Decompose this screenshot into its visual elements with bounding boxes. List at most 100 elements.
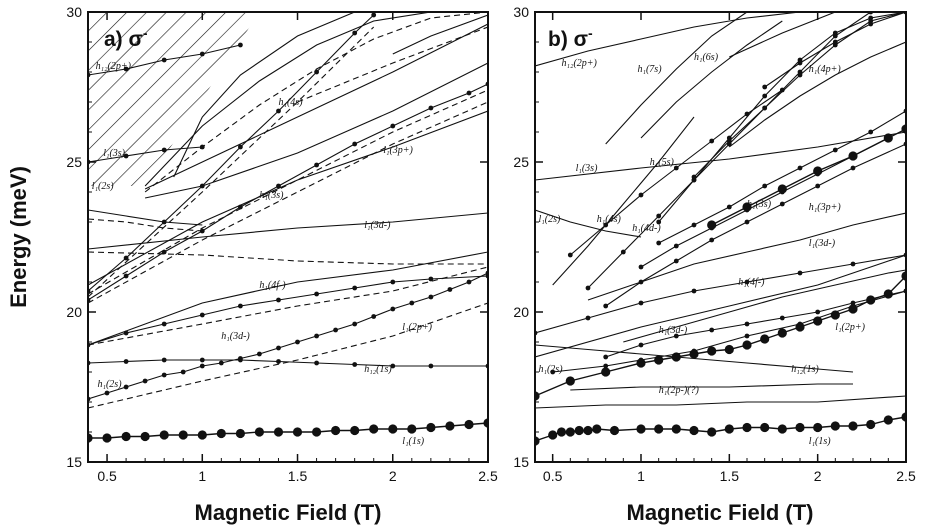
panel-b-series-0-point bbox=[883, 415, 893, 425]
panel-a-hatched-region bbox=[88, 12, 260, 186]
panel-a-series-9-point bbox=[276, 183, 281, 189]
panel-b-series-0-point bbox=[795, 422, 805, 433]
panel-a-series-1-point bbox=[314, 360, 319, 366]
panel-a-series-0-point bbox=[426, 422, 436, 433]
panel-a-series-2-point bbox=[428, 294, 434, 300]
panel-b-series-11-line bbox=[587, 212, 906, 301]
panel-a-series-24-line bbox=[392, 14, 488, 55]
panel-b-level-label: l₁(3s) bbox=[576, 163, 598, 174]
panel-a-series-2-point bbox=[371, 314, 377, 319]
panel-b-series-10-point bbox=[850, 165, 856, 171]
panel-a-series-20-line bbox=[88, 146, 203, 163]
panel-a-series-2-point bbox=[295, 339, 300, 345]
panel-a-series-0-point bbox=[121, 431, 131, 442]
panel-b-series-0-point bbox=[592, 424, 602, 434]
panel-a-label-superscript: - bbox=[143, 25, 148, 41]
panel-b-series-18-point bbox=[832, 30, 838, 36]
panel-b-level-label: h₁(4f-) bbox=[738, 277, 765, 288]
panel-a-series-0-point bbox=[369, 424, 379, 434]
panel-a-series-1-point bbox=[390, 363, 396, 369]
panel-a-series-1-point bbox=[428, 363, 434, 369]
panel-b-series-10-point bbox=[709, 237, 715, 243]
panel-b-series-27-point bbox=[868, 21, 874, 27]
panel-b-series-14-point bbox=[742, 202, 752, 212]
panel-b-series-23-line bbox=[605, 12, 748, 145]
panel-a-series-0-line bbox=[88, 422, 488, 439]
panel-b-series-24-line bbox=[640, 20, 783, 139]
panel-b-level-label: h₁(6s) bbox=[694, 52, 719, 63]
panel-a-series-6-line bbox=[88, 251, 488, 346]
panel-b-x-tick-label: 1 bbox=[637, 468, 645, 484]
panel-a-series-25-line bbox=[297, 26, 488, 103]
panel-b-series-5-point bbox=[744, 333, 750, 339]
panel-b-series-16-point bbox=[656, 213, 662, 219]
panel-a-series-9-line bbox=[88, 83, 488, 301]
panel-a-series-3-line bbox=[88, 302, 488, 409]
panel-a-series-5-point bbox=[238, 303, 243, 309]
panel-a-frame bbox=[87, 11, 489, 463]
panel-a-series-9-point bbox=[352, 141, 358, 147]
panel-b-series-4-point bbox=[707, 346, 717, 356]
panel-b-ticks: 0.5 1 1.5 2 2.5 15 20 25 30 bbox=[513, 4, 916, 484]
panel-b-series-12-point bbox=[832, 147, 838, 153]
panel-b-level-labels: l₁(1s) h₁₂(1s) h₁(2p-)(?) h₁(2s) h₁(3d-) l₁(2… bbox=[539, 52, 866, 447]
panel-b-series-10-point bbox=[779, 201, 785, 207]
panel-b: l₁(1s) h₁₂(1s) h₁(2p-)(?) h₁(2s) h₁(3d-) l₁(2… bbox=[513, 4, 916, 525]
panel-a-series-15-point bbox=[123, 255, 129, 261]
panel-b-series-0-point bbox=[654, 424, 664, 434]
panel-b-series-15-point bbox=[709, 138, 715, 144]
panel-b-series-17-line bbox=[552, 116, 695, 286]
panel-b-series-18-line bbox=[658, 12, 906, 223]
panel-b-series-6-point bbox=[850, 300, 856, 306]
panel-b-series-1-line bbox=[535, 344, 854, 373]
panel-b-level-label: h₁₂(2p+) bbox=[562, 58, 598, 69]
panel-a-series-1-line bbox=[88, 359, 488, 367]
panel-b-series-0-point bbox=[724, 424, 734, 434]
panel-b-series-12-point bbox=[762, 183, 768, 189]
panel-a-series-2-point bbox=[466, 279, 472, 285]
panel-a-series-1-point bbox=[199, 357, 205, 363]
panel-b-x-tick-label: 2 bbox=[814, 468, 822, 484]
panel-a-series-15-point bbox=[371, 12, 377, 18]
panel-a-series-21-point bbox=[199, 51, 205, 57]
panel-a-series-5-line bbox=[88, 275, 488, 346]
panel-a-series-9-point bbox=[428, 105, 434, 111]
panel-b-series-0-point bbox=[707, 427, 717, 437]
panel-b-series-27-point bbox=[832, 39, 838, 45]
panel-b-series-8-point bbox=[691, 288, 697, 294]
panel-b-level-label: l₁(1s) bbox=[809, 436, 831, 447]
panel-a-level-label: l₁(1s) bbox=[402, 436, 424, 447]
panel-b-series-27-point bbox=[797, 60, 803, 66]
panel-a-x-tick-label: 2.5 bbox=[478, 468, 498, 484]
panel-a-series-17-line bbox=[144, 12, 488, 187]
panel-b-frame bbox=[534, 11, 907, 463]
panel-a-series-0-point bbox=[178, 430, 188, 440]
panel-a-series-20-point bbox=[199, 144, 205, 150]
panel-b-series-27-line bbox=[764, 12, 906, 88]
panel-b-level-label: h₁(5s) bbox=[650, 157, 675, 168]
panel-b-y-tick-label: 15 bbox=[513, 454, 529, 470]
panel-a-level-labels: l₁(1s) h₁₂(1s) h₁(2s) l₁(2p+) h₁(3d-) h₁(4f-)… bbox=[92, 61, 433, 447]
panel-a-x-tick-label: 2 bbox=[389, 468, 397, 484]
panel-b-series-9-line bbox=[535, 254, 906, 358]
panel-a-series-2-point bbox=[447, 287, 453, 292]
panel-b-level-label: h₁(3p+) bbox=[809, 202, 842, 213]
panel-a-level-label: l₁(2s) bbox=[92, 181, 114, 192]
panel-a-series-9-point bbox=[161, 249, 167, 255]
panel-a-series-2-point bbox=[180, 369, 186, 375]
panel-a-level-label: l₁(2p+) bbox=[402, 322, 432, 333]
panel-b-y-tick-label: 30 bbox=[513, 4, 529, 20]
panel-b-series-8-line bbox=[535, 254, 906, 334]
panel-a-series-15-point bbox=[352, 30, 358, 36]
panel-b-level-label: h₁(2p-)(?) bbox=[659, 385, 700, 396]
panel-b-series-0-point bbox=[760, 422, 770, 433]
panel-b-series-15-point bbox=[638, 192, 644, 198]
panel-b-series-18-point bbox=[762, 93, 768, 99]
panel-b-series-19-point bbox=[797, 72, 803, 78]
panel-b-series-0-point bbox=[548, 430, 558, 440]
panel-b-series-19-point bbox=[691, 174, 697, 180]
panel-a-series-0-point bbox=[235, 428, 245, 439]
panel-b-level-label: l₁(2s) bbox=[539, 214, 561, 225]
panel-b-series-13-point bbox=[638, 264, 644, 270]
panel-a-series-0-point bbox=[331, 425, 341, 436]
